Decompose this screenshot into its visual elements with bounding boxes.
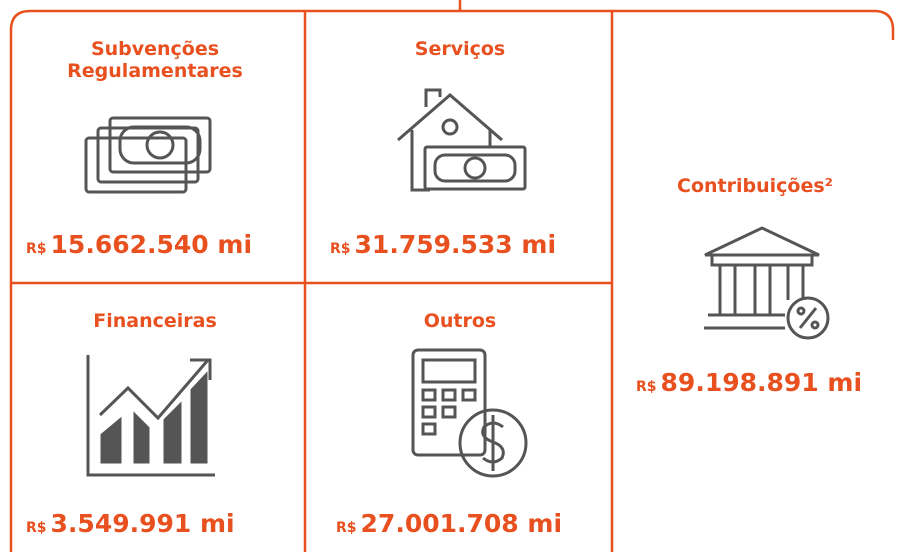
card-amount: R$ 89.198.891 mi xyxy=(636,368,862,397)
card-title: Financeiras xyxy=(93,310,217,332)
card-title: Subvenções Regulamentares xyxy=(67,38,243,82)
card-title: Outros xyxy=(423,310,497,332)
amount: 27.001.708 mi xyxy=(360,509,563,538)
bank-icon xyxy=(704,226,830,340)
currency: R$ xyxy=(636,379,657,395)
amount: 31.759.533 mi xyxy=(354,230,557,259)
currency: R$ xyxy=(26,520,47,536)
currency: R$ xyxy=(336,520,357,536)
amount: 3.549.991 mi xyxy=(50,509,235,538)
money-icon xyxy=(84,116,212,194)
house-icon xyxy=(397,88,527,192)
card-amount: R$ 27.001.708 mi xyxy=(336,509,562,538)
currency: R$ xyxy=(26,241,47,257)
growth-icon xyxy=(86,355,215,477)
amount: 15.662.540 mi xyxy=(50,230,253,259)
calculator-icon xyxy=(411,348,528,478)
border xyxy=(9,9,895,552)
amount: 89.198.891 mi xyxy=(660,368,863,397)
card-title: Contribuições² xyxy=(677,175,833,197)
card-amount: R$ 31.759.533 mi xyxy=(330,230,556,259)
card-title: Serviços xyxy=(414,38,506,60)
card-amount: R$ 3.549.991 mi xyxy=(26,509,235,538)
card-amount: R$ 15.662.540 mi xyxy=(26,230,252,259)
currency: R$ xyxy=(330,241,351,257)
